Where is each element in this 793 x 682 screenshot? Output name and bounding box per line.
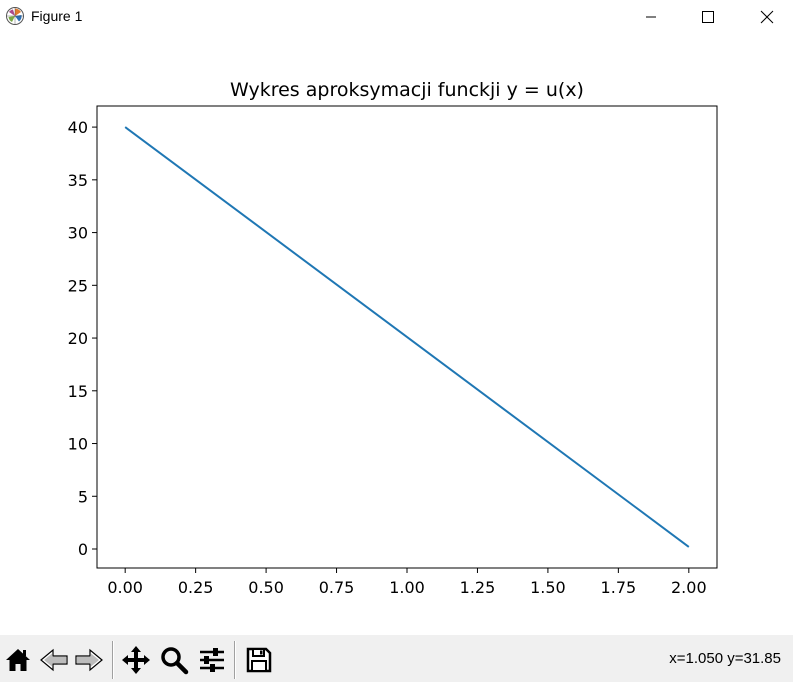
forward-button[interactable] (72, 643, 106, 677)
line-chart: Wykres aproksymacji funckji y = u(x) 0 5 1… (68, 79, 718, 597)
y-axis: 0 5 10 15 20 25 30 35 40 (68, 118, 97, 559)
maximize-button[interactable] (685, 0, 731, 33)
series-group (124, 126, 690, 548)
close-button[interactable] (744, 0, 790, 33)
configure-subplots-button[interactable] (195, 643, 229, 677)
x-tick-label: 2.00 (671, 578, 707, 597)
cursor-coordinates: x=1.050 y=31.85 (669, 650, 781, 667)
configure-subplots-icon (200, 648, 224, 672)
minimize-icon (646, 16, 656, 17)
pan-icon (122, 646, 150, 674)
zoom-icon (161, 647, 189, 675)
y-tick-label: 25 (68, 276, 88, 295)
x-tick-label: 0.00 (107, 578, 143, 597)
y-tick-label: 10 (68, 435, 88, 454)
home-icon (6, 649, 30, 671)
zoom-button[interactable] (157, 643, 191, 677)
x-tick-label: 1.75 (601, 578, 637, 597)
back-button[interactable] (37, 643, 71, 677)
toolbar-separator (112, 641, 114, 679)
y-tick-label: 30 (68, 224, 88, 243)
series-line (124, 126, 690, 548)
minimize-button[interactable] (628, 0, 674, 33)
chart-title: Wykres aproksymacji funckji y = u(x) (230, 79, 584, 101)
navigation-toolbar: x=1.050 y=31.85 (0, 635, 793, 682)
axes-frame (96, 105, 718, 569)
x-axis: 0.00 0.25 0.50 0.75 1.00 1.25 1.50 1.75 2.00 (107, 568, 707, 597)
pan-button[interactable] (119, 643, 153, 677)
x-tick-label: 0.50 (248, 578, 284, 597)
y-tick-label: 40 (68, 118, 88, 137)
maximize-icon (702, 10, 714, 23)
toolbar-separator (234, 641, 236, 679)
x-tick-label: 1.00 (389, 578, 425, 597)
home-button[interactable] (1, 643, 35, 677)
window-title: Figure 1 (31, 8, 83, 24)
close-icon (760, 10, 774, 23)
title-bar[interactable]: Figure 1 (0, 0, 793, 33)
forward-icon (75, 648, 103, 672)
y-tick-label: 5 (78, 487, 88, 506)
matplotlib-logo-icon (6, 7, 24, 25)
y-tick-label: 20 (68, 329, 88, 348)
back-icon (40, 648, 68, 672)
x-tick-label: 1.50 (530, 578, 566, 597)
save-button[interactable] (242, 643, 276, 677)
y-tick-label: 35 (68, 171, 88, 190)
y-tick-label: 0 (78, 540, 88, 559)
x-tick-label: 0.75 (319, 578, 355, 597)
x-tick-label: 0.25 (178, 578, 214, 597)
x-tick-label: 1.25 (460, 578, 496, 597)
y-tick-label: 15 (68, 382, 88, 401)
save-icon (246, 647, 272, 673)
figure-canvas[interactable]: Wykres aproksymacji funckji y = u(x) 0 5 1… (0, 33, 793, 635)
